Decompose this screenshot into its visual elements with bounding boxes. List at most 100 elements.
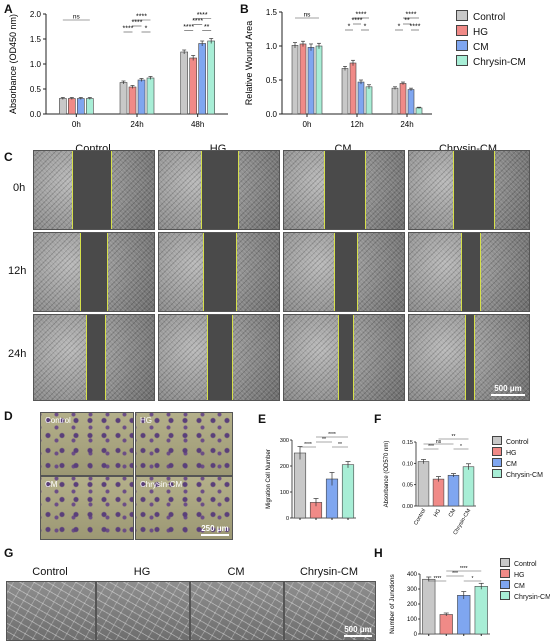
chart-b-xtick-0h: 0h — [303, 120, 312, 129]
chart-h-ytick-label: 100 — [407, 617, 418, 623]
legend-ab: Control HG CM Chrysin-CM — [456, 10, 526, 70]
chart-h-sig-label: **** — [460, 566, 468, 572]
chart-b-sig-label: **** — [406, 12, 417, 19]
chart-f-sig-label: ** — [452, 434, 456, 440]
legend-ef-swatch-chrysin-cm — [492, 469, 502, 478]
chart-b-sig-label: ns — [304, 12, 312, 19]
chart-h-bar-hg — [439, 614, 453, 635]
chart-b-bar-control-24h — [391, 87, 399, 115]
chart-b-bar-hg-12h — [349, 62, 357, 115]
scratch-image-chrysin-cm-24h: 500 μm — [408, 314, 530, 401]
chart-a-cell-viability: 0.0 0.5 1.0 1.5 2.0 Absorbance (OD450 nm) 0h 24… — [8, 10, 228, 129]
scratch-image-cm-12h — [283, 232, 405, 312]
legend-ef-swatch-cm — [492, 458, 502, 467]
transwell-image-hg: HG — [135, 412, 233, 476]
chart-e-ytick-label: 200 — [280, 464, 289, 470]
scratch-image-cm-0h — [283, 150, 405, 230]
g-col-chrysin-cm: Chrysin-CM — [299, 566, 359, 578]
legend-h-label-hg: HG — [514, 572, 525, 579]
chart-a-bar-chrysin-cm-24h — [146, 77, 155, 115]
chart-h-sig-label: *** — [452, 571, 458, 577]
legend-ef-label-hg: HG — [506, 450, 517, 457]
chart-b-bar-chrysin-cm-12h — [365, 86, 373, 115]
legend-swatch-hg — [456, 25, 468, 36]
legend-label-control: Control — [473, 12, 506, 23]
chart-b-ytick-label: 0.0 — [266, 110, 278, 119]
legend-h: Control HG CM Chrysin-CM — [500, 558, 550, 602]
chart-b-ytick-label: 0.5 — [266, 76, 278, 85]
chart-h-ytick-label: 400 — [407, 572, 418, 578]
chart-a-bar-cm-24h — [137, 79, 146, 115]
g-col-cm: CM — [227, 566, 245, 578]
chart-b-sig-label: * — [398, 24, 401, 31]
chart-a-sig-label: **** — [192, 18, 203, 25]
chart-h-bar-chrysin-cm — [474, 585, 488, 635]
chart-e-ytick-label: 100 — [280, 490, 289, 496]
chart-a-bar-control-24h — [119, 82, 128, 115]
legend-ef-item-control: Control — [492, 436, 543, 447]
chart-a-bar-hg-48h — [189, 57, 197, 115]
c-row-12h: 12h — [8, 265, 27, 277]
legend-label-cm: CM — [473, 42, 489, 53]
chart-e-sig-label: ** — [338, 442, 342, 448]
chart-b-bar-cm-12h — [357, 81, 365, 115]
legend-swatch-cm — [456, 40, 468, 51]
legend-label-chrysin-cm: Chrysin-CM — [473, 57, 526, 68]
legend-h-item-cm: CM — [500, 580, 550, 591]
scratch-image-control-0h — [33, 150, 155, 230]
panel-letter-h: H — [374, 546, 383, 560]
scratch-image-hg-0h — [158, 150, 280, 230]
chart-b-sig-label: * — [364, 24, 367, 31]
legend-ef-label-cm: CM — [506, 461, 517, 468]
chart-b-wound-area: 0.0 0.5 1.0 1.5 Relative Wound Area 0h 12h 24h n… — [244, 8, 432, 129]
g-col-control: Control — [32, 566, 68, 578]
scale-bar-d-label: 250 μm — [201, 524, 229, 533]
chart-a-ytick-label: 0.5 — [30, 85, 42, 94]
scratch-image-hg-24h — [158, 314, 280, 401]
chart-b-ytick-label: 1.0 — [266, 42, 278, 51]
panel-letter-e: E — [258, 412, 267, 426]
legend-h-item-control: Control — [500, 558, 550, 569]
tube-image-hg — [96, 581, 190, 641]
scratch-image-chrysin-cm-12h — [408, 232, 530, 312]
legend-item-control: Control — [456, 10, 526, 25]
chart-e-ytick-label: 0 — [286, 516, 289, 522]
legend-h-label-cm: CM — [514, 583, 525, 590]
chart-b-xtick-24h: 24h — [400, 120, 413, 129]
legend-h-label-chrysin-cm: Chrysin-CM — [514, 594, 550, 601]
scratch-image-hg-12h — [158, 232, 280, 312]
legend-h-swatch-hg — [500, 569, 510, 578]
chart-f-sig-label: ns — [436, 439, 442, 445]
panel-letter-a: A — [4, 2, 13, 16]
legend-ef-item-hg: HG — [492, 447, 543, 458]
scale-bar-c-label: 500 μm — [494, 384, 522, 393]
chart-f-ylabel: Absorbance (OD570 nm) — [384, 441, 390, 508]
chart-f-bar-control — [417, 461, 430, 507]
chart-b-sig-label: **** — [352, 18, 363, 25]
legend-ef-swatch-hg — [492, 447, 502, 456]
chart-b-bar-hg-24h — [399, 83, 407, 115]
legend-swatch-chrysin-cm — [456, 55, 468, 66]
chart-e-sig-label: **** — [304, 442, 312, 448]
chart-h-sig-label: * — [472, 576, 474, 582]
legend-swatch-control — [456, 10, 468, 21]
chart-a-bar-hg-24h — [128, 86, 137, 115]
chart-b-bar-control-12h — [341, 68, 349, 115]
chart-a-sig-label: * — [145, 26, 148, 33]
chart-h-ytick-label: 0 — [414, 632, 418, 638]
chart-b-xtick-12h: 12h — [350, 120, 363, 129]
chart-a-sig-label: **** — [132, 20, 143, 27]
chart-a-ytick-label: 1.0 — [30, 60, 42, 69]
g-col-hg: HG — [133, 566, 151, 578]
transwell-image-control: Control — [40, 412, 134, 476]
tube-image-chrysin-cm: 500 μm — [284, 581, 376, 641]
d-label-control: Control — [45, 416, 71, 425]
chart-a-xtick-0h: 0h — [72, 120, 81, 129]
legend-ef-label-control: Control — [506, 439, 529, 446]
legend-ef-label-chrysin-cm: Chrysin-CM — [506, 472, 543, 479]
chart-a-bar-cm-48h — [198, 43, 206, 115]
chart-a-sig-label: **** — [183, 24, 194, 31]
chart-f-xtick-hg: HG — [433, 508, 442, 518]
